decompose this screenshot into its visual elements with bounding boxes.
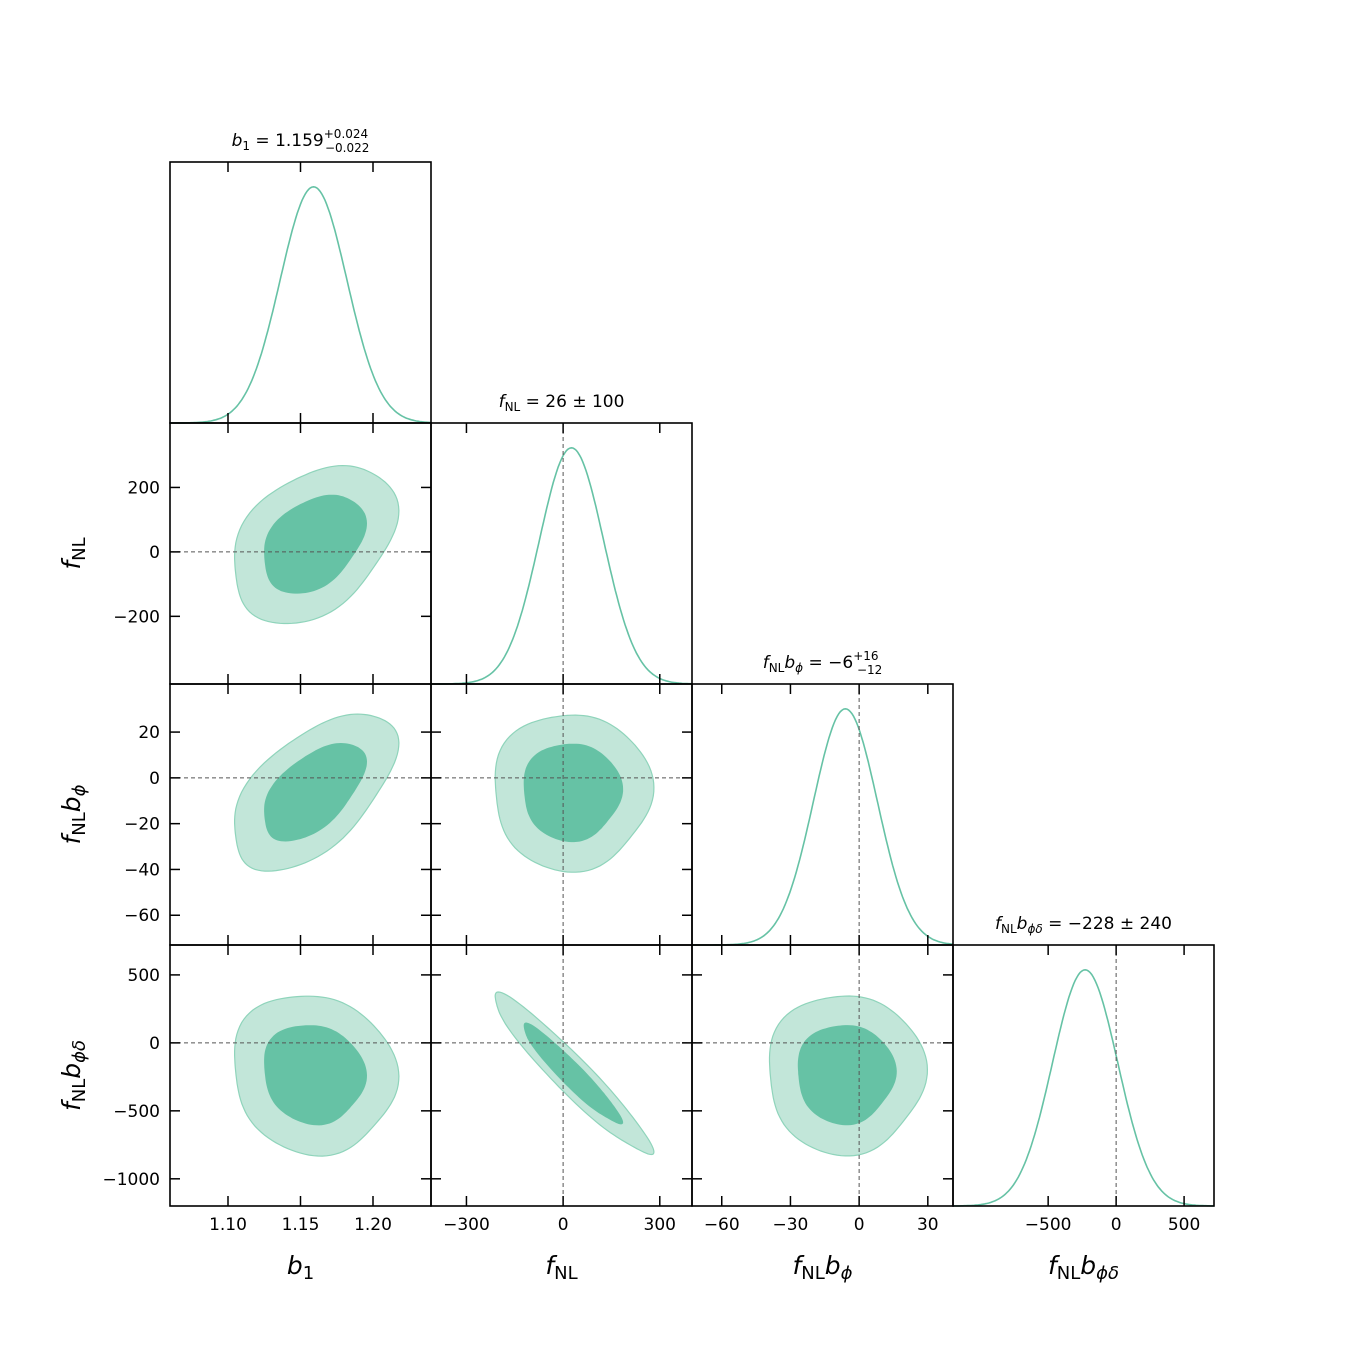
y-tick-label: −200 [113, 607, 160, 627]
x-tick-label: 30 [917, 1215, 939, 1235]
y-tick-label: −1000 [102, 1170, 160, 1190]
x-tick-label: 300 [644, 1215, 676, 1235]
y-axis-label-fNLbphi: fNLbϕ [57, 784, 90, 844]
y-tick-label: −500 [113, 1102, 160, 1122]
contour-68-fNL-fNLbphidelta [523, 1022, 624, 1125]
y-tick-label: 0 [149, 543, 160, 563]
contour-68-fNL-fNLbphi [523, 743, 624, 843]
x-tick-label: −30 [773, 1215, 809, 1235]
marginal-title-b1: b1 = 1.159+0.024 −0.022 [232, 127, 370, 155]
x-tick-label: 1.10 [209, 1215, 247, 1235]
y-tick-label: 200 [128, 478, 160, 498]
y-axis-label-fNLbphidelta: fNLbϕδ [57, 1040, 90, 1111]
contour-68-b1-fNL [264, 494, 368, 594]
marginal-curve-b1 [170, 185, 432, 424]
y-tick-label: 20 [138, 723, 160, 743]
x-tick-label: −60 [704, 1215, 740, 1235]
x-tick-label: −300 [443, 1215, 490, 1235]
y-tick-label: 0 [149, 1034, 160, 1054]
curve-layer [170, 185, 1214, 1207]
panel-frame-fNL-fNL [430, 422, 693, 685]
marginal-title-fNLbphi: fNLbϕ = −6+16 −12 [763, 649, 883, 677]
panel-frame-fNLbphidelta-fNLbphidelta [952, 944, 1215, 1207]
contour-68-fNLbphi-fNLbphidelta [797, 1025, 897, 1126]
y-tick-label: −20 [124, 815, 160, 835]
y-tick-label: −40 [124, 860, 160, 880]
marginal-title-fNLbphidelta: fNLbϕδ = −228 ± 240 [995, 914, 1172, 936]
x-tick-label: 0 [854, 1215, 865, 1235]
y-tick-label: −60 [124, 906, 160, 926]
marginal-curve-fNL [431, 446, 693, 685]
marginal-curve-fNLbphidelta [953, 968, 1214, 1207]
label-layer: 1.10 1.15 1.20 −300 0 300 −60 −30 0 30 −500 0 500−20… [57, 127, 1200, 1284]
x-tick-label: 1.15 [282, 1215, 320, 1235]
x-axis-label-b1: b1 [287, 1251, 314, 1284]
x-tick-label: 1.20 [354, 1215, 392, 1235]
panel-frame-fNLbphi-fNLbphi [691, 683, 954, 946]
x-tick-label: 500 [1168, 1215, 1200, 1235]
y-tick-label: 500 [128, 966, 160, 986]
y-tick-label: 0 [149, 769, 160, 789]
contour-68-b1-fNLbphi [264, 742, 368, 842]
x-tick-label: 0 [1111, 1215, 1122, 1235]
contour-layer [234, 464, 929, 1157]
x-tick-label: −500 [1025, 1215, 1072, 1235]
x-axis-label-fNLbphidelta: fNLbϕδ [1048, 1251, 1119, 1284]
x-axis-label-fNLbphi: fNLbϕ [792, 1251, 852, 1284]
frame-layer [169, 161, 1215, 1207]
y-axis-label-fNL: fNL [57, 537, 90, 569]
marginal-curve-fNLbphi [692, 707, 954, 946]
contour-68-b1-fNLbphidelta [264, 1025, 368, 1126]
panel-frame-b1-b1 [169, 161, 432, 424]
x-axis-label-fNL: fNL [545, 1251, 577, 1284]
marginal-title-fNL: fNL = 26 ± 100 [499, 392, 625, 414]
x-tick-label: 0 [558, 1215, 569, 1235]
